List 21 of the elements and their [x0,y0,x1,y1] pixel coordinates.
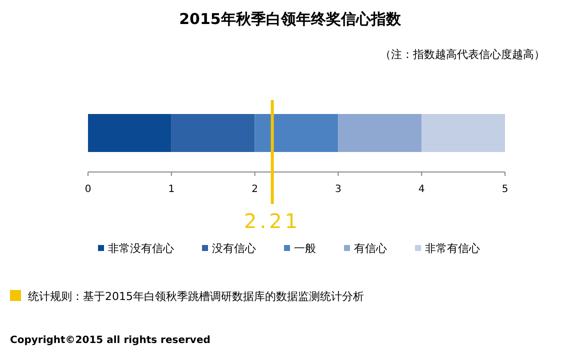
bar [254,114,338,152]
text: Copyright©2015 all rights reserved [10,335,210,346]
x-tick-label: 5 [502,184,508,195]
legend-label: 有信心 [354,242,387,255]
legend-label: 没有信心 [212,242,256,255]
legend-label: 非常没有信心 [108,242,174,255]
x-tick-label: 0 [84,184,92,195]
x-tick-label: 4 [418,184,425,195]
bar [422,114,505,152]
x-tick-label: 3 [335,184,342,195]
legend-label: 一般 [294,242,316,255]
text: 统计规则：基于2015年白领秋季跳槽调研数据库的数据监测统计分析 [28,290,364,303]
chart-title: 2015年秋季白领年终奖信心指数 [179,10,402,28]
bar [338,114,422,152]
ref-line-label: 2.21 [244,209,301,233]
bar [88,114,172,152]
x-tick-label: 1 [168,184,175,195]
bar [171,114,255,152]
text: （注：指数越高代表信心度越高） [380,48,545,61]
x-tick-label: 2 [252,184,258,195]
legend-label: 非常有信心 [425,242,480,255]
